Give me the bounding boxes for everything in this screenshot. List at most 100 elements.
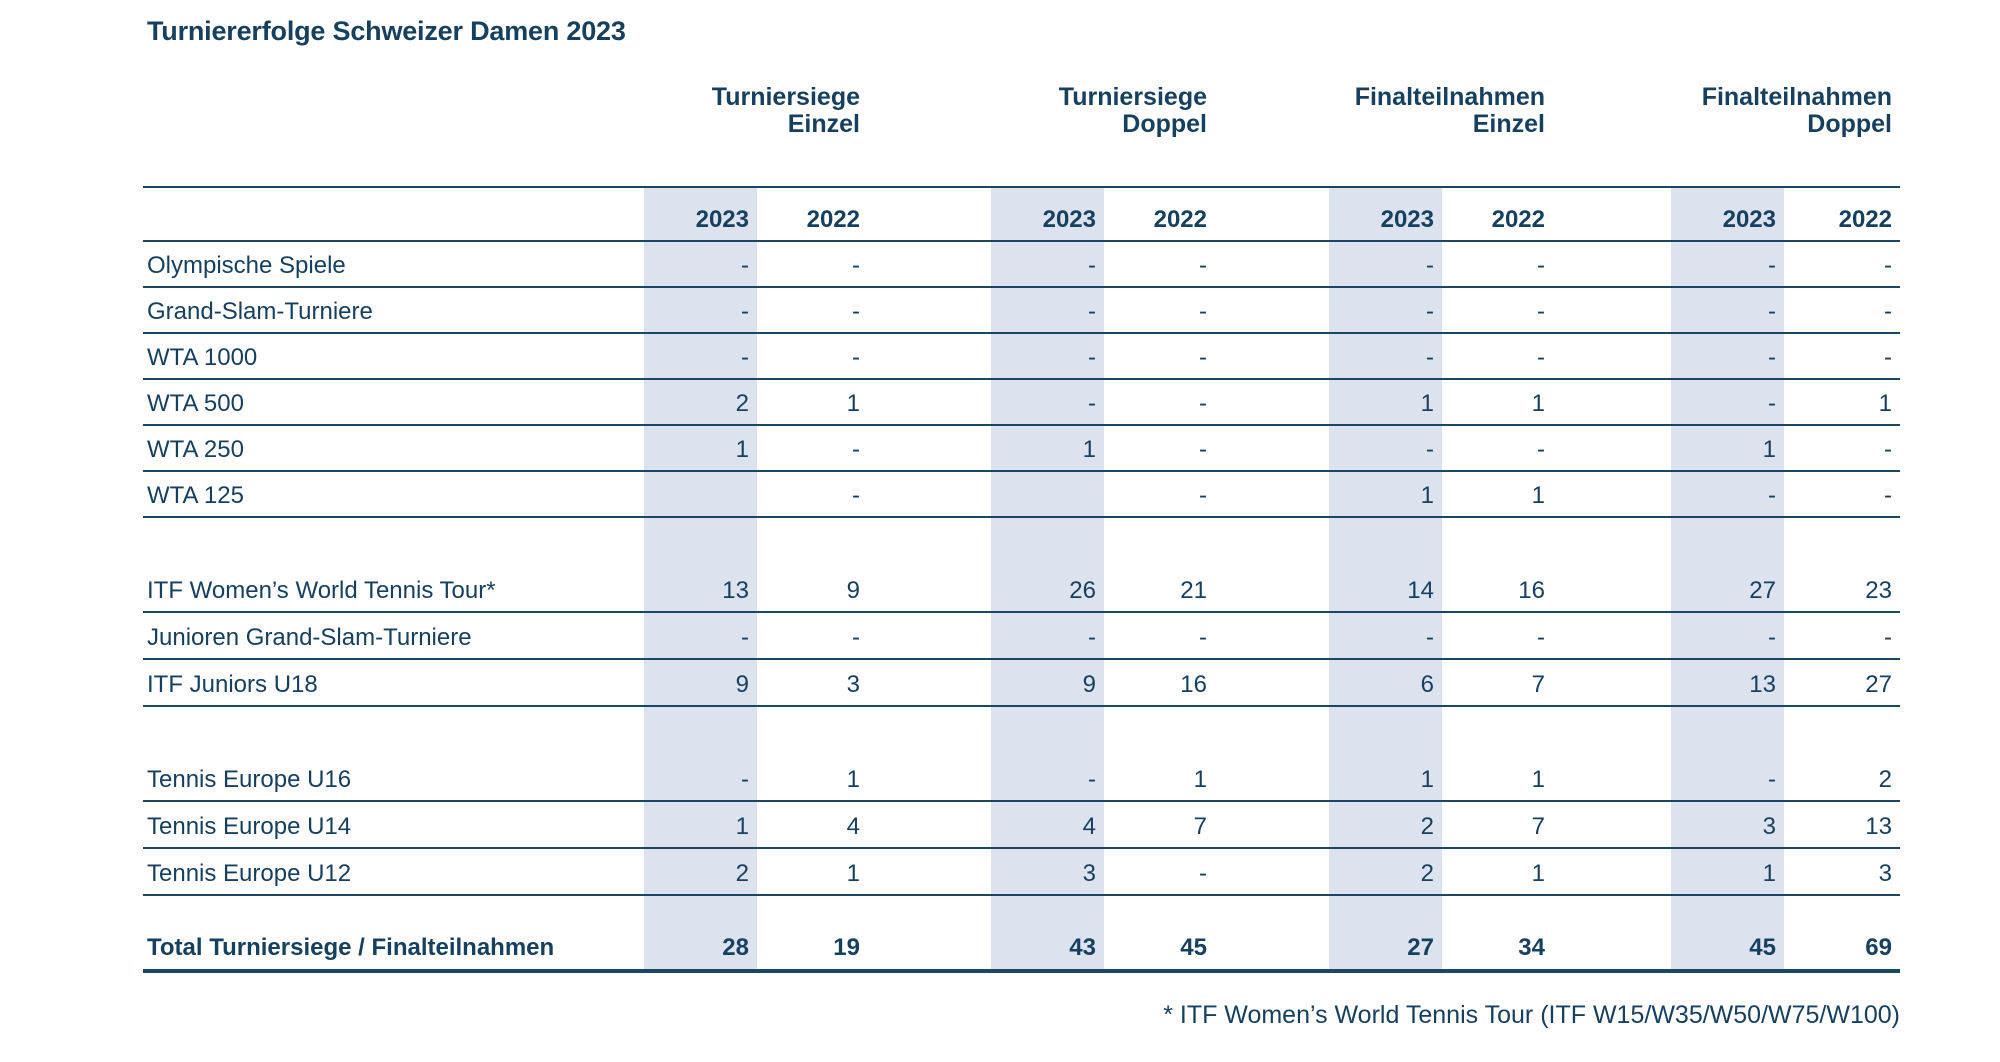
cell-value: - <box>1884 343 1892 371</box>
cell-value: - <box>1884 623 1892 651</box>
band-cell <box>1671 896 1784 924</box>
total-cell-value: 43 <box>991 924 1104 969</box>
cell-value: 3 <box>991 849 1104 894</box>
cell-value: - <box>1199 481 1207 509</box>
cell-value: 9 <box>846 576 860 604</box>
total-cell-value: 27 <box>1329 924 1442 969</box>
cell-value: - <box>1199 859 1207 887</box>
cell-value: - <box>1199 435 1207 463</box>
cell-value: 1 <box>1531 481 1545 509</box>
cell-value: - <box>1329 613 1442 658</box>
row-label: Olympische Spiele <box>147 251 346 279</box>
cell-value: 2 <box>1878 765 1892 793</box>
cell-value: - <box>991 334 1104 378</box>
table-row: Grand-Slam-Turniere - - - - - - - - <box>143 288 1900 334</box>
cell-value: 9 <box>991 660 1104 705</box>
band-cell <box>991 518 1104 566</box>
total-row-label: Total Turniersiege / Finalteilnahmen <box>147 933 555 961</box>
band-cell <box>644 518 757 566</box>
cell-value: 21 <box>1180 576 1207 604</box>
cell-value: 1 <box>846 389 860 417</box>
cell-value: 4 <box>991 802 1104 847</box>
cell-value: - <box>1671 613 1784 658</box>
cell-value: 1 <box>1329 380 1442 424</box>
cell-value: 14 <box>1329 566 1442 611</box>
cell-value: - <box>852 343 860 371</box>
cell-value: 1 <box>846 859 860 887</box>
cell-value: - <box>1671 334 1784 378</box>
cell-value: - <box>1537 623 1545 651</box>
results-table: Turniersiege Einzel Turniersiege Doppel … <box>143 73 1900 973</box>
year-header: 2023 <box>644 188 757 240</box>
cell-value: 13 <box>644 566 757 611</box>
year-header: 2022 <box>1491 205 1545 233</box>
cell-value: - <box>1884 435 1892 463</box>
page-title: Turniererfolge Schweizer Damen 2023 <box>147 16 626 46</box>
cell-value <box>644 472 757 516</box>
table-section-gap <box>143 518 1900 566</box>
table-row: ITF Juniors U18 9 3 9 16 6 7 13 27 <box>143 660 1900 707</box>
cell-value: - <box>1329 288 1442 332</box>
table-year-header-row: 2023 2022 2023 2022 2023 2022 2023 2022 <box>143 188 1900 242</box>
cell-value: 7 <box>1531 812 1545 840</box>
total-cell-value: 45 <box>1671 924 1784 969</box>
row-label: WTA 125 <box>147 481 244 509</box>
cell-value: - <box>1199 343 1207 371</box>
year-header: 2022 <box>1153 205 1207 233</box>
band-cell <box>991 896 1104 924</box>
table-row: WTA 250 1 - 1 - - - 1 - <box>143 426 1900 472</box>
total-cell-value: 34 <box>1518 933 1545 961</box>
cell-value: - <box>1671 288 1784 332</box>
group-header-turniersiege-doppel: Turniersiege Doppel <box>991 73 1215 186</box>
year-header: 2023 <box>1671 188 1784 240</box>
cell-value: - <box>1537 297 1545 325</box>
row-label: Tennis Europe U12 <box>147 859 352 887</box>
cell-value: 16 <box>1518 576 1545 604</box>
cell-value: - <box>1199 297 1207 325</box>
band-cell <box>644 707 757 755</box>
cell-value: 13 <box>1671 660 1784 705</box>
cell-value: - <box>1329 426 1442 470</box>
total-cell-value: 45 <box>1180 933 1207 961</box>
cell-value <box>991 472 1104 516</box>
cell-value: 1 <box>644 426 757 470</box>
cell-value: - <box>1671 472 1784 516</box>
cell-value: 16 <box>1180 670 1207 698</box>
row-label: Junioren Grand-Slam-Turniere <box>147 623 472 651</box>
group-header-line1: Turniersiege <box>711 83 860 111</box>
group-header-line2: Doppel <box>1807 110 1892 138</box>
cell-value: 1 <box>644 802 757 847</box>
cell-value: - <box>644 613 757 658</box>
cell-value: 13 <box>1865 812 1892 840</box>
cell-value: - <box>1537 251 1545 279</box>
group-header-line2: Doppel <box>1122 110 1207 138</box>
group-header-line1: Finalteilnahmen <box>1354 83 1545 111</box>
cell-value: 1 <box>1671 849 1784 894</box>
group-header-line1: Finalteilnahmen <box>1701 83 1892 111</box>
cell-value: 1 <box>1329 755 1442 800</box>
cell-value: 1 <box>1531 859 1545 887</box>
row-label: WTA 250 <box>147 435 244 463</box>
total-cell-value: 19 <box>833 933 860 961</box>
year-header: 2023 <box>991 188 1104 240</box>
cell-value: - <box>991 288 1104 332</box>
cell-value: 27 <box>1671 566 1784 611</box>
cell-value: 2 <box>1329 849 1442 894</box>
cell-value: - <box>644 242 757 286</box>
band-cell <box>1329 518 1442 566</box>
cell-value: - <box>644 334 757 378</box>
table-section-gap <box>143 707 1900 755</box>
cell-value: 27 <box>1865 670 1892 698</box>
group-header-turniersiege-einzel: Turniersiege Einzel <box>644 73 868 186</box>
row-label: ITF Women’s World Tennis Tour* <box>147 576 496 604</box>
cell-value: - <box>852 251 860 279</box>
cell-value: - <box>644 755 757 800</box>
band-cell <box>1671 518 1784 566</box>
cell-value: - <box>1671 380 1784 424</box>
cell-value: - <box>1884 297 1892 325</box>
cell-value: 9 <box>644 660 757 705</box>
cell-value: 6 <box>1329 660 1442 705</box>
group-header-line2: Einzel <box>1472 110 1545 138</box>
year-header: 2022 <box>806 205 860 233</box>
total-cell-value: 28 <box>644 924 757 969</box>
